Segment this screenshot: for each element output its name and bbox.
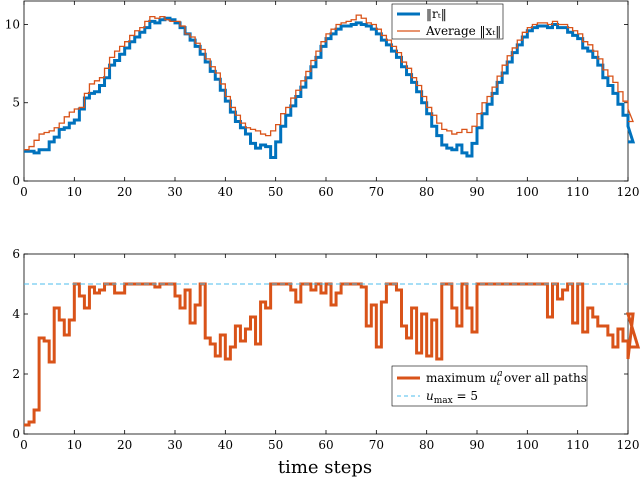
bottom-ytick-label: 6 [12, 247, 20, 261]
bottom-xtick-label: 120 [617, 438, 640, 452]
bottom-xtick-label: 30 [167, 438, 182, 452]
legend-label-max-u: maximum ua t over all paths [426, 369, 587, 388]
bottom-chart-panel: 0 10 20 30 40 50 60 70 80 90 100 110 120 0 2 4 6 maximum… [12, 247, 641, 478]
top-legend: ‖rₜ‖ Average ‖xₜ‖ [391, 3, 504, 40]
top-xtick-label: 120 [617, 185, 640, 199]
x-axis-label: time steps [278, 457, 372, 478]
bottom-legend-box [391, 365, 588, 407]
bottom-xtick-label: 70 [369, 438, 384, 452]
legend-label-r: ‖rₜ‖ [426, 7, 447, 21]
top-xtick-label: 70 [369, 185, 384, 199]
legend-label-x: Average ‖xₜ‖ [425, 24, 501, 38]
top-xtick-label: 90 [469, 185, 484, 199]
top-xtick-label: 110 [566, 185, 589, 199]
bottom-xtick-label: 50 [268, 438, 283, 452]
top-xtick-label: 80 [419, 185, 434, 199]
top-series-line-0 [24, 16, 636, 160]
top-xtick-label: 50 [268, 185, 283, 199]
bottom-xtick-label: 0 [20, 438, 28, 452]
bottom-xtick-label: 110 [566, 438, 589, 452]
bottom-xtick-label: 100 [516, 438, 539, 452]
top-series-line-1 [24, 14, 634, 151]
bottom-xtick-label: 60 [318, 438, 333, 452]
bottom-ytick-label: 0 [12, 427, 20, 441]
top-ytick-label: 5 [12, 96, 20, 110]
top-axis-ticks: 0 10 20 30 40 50 60 70 80 90 100 110 120 0 5 10 [5, 1, 640, 199]
top-ytick-label: 10 [5, 17, 20, 31]
top-xtick-label: 60 [318, 185, 333, 199]
top-xtick-label: 30 [167, 185, 182, 199]
top-xtick-label: 20 [117, 185, 132, 199]
bottom-xtick-label: 90 [469, 438, 484, 452]
bottom-series-line-0 [24, 282, 641, 427]
top-xtick-label: 40 [218, 185, 233, 199]
top-xtick-label: 100 [516, 185, 539, 199]
top-legend-box [391, 3, 504, 40]
top-ytick-label: 0 [12, 174, 20, 188]
bottom-ytick-label: 4 [12, 307, 20, 321]
top-xtick-label: 0 [20, 185, 28, 199]
bottom-series-group [24, 282, 641, 427]
bottom-plot-frame [23, 253, 629, 435]
bottom-xtick-label: 80 [419, 438, 434, 452]
bottom-xtick-label: 10 [67, 438, 82, 452]
bottom-xtick-label: 40 [218, 438, 233, 452]
legend-label-umax: umax = 5 [426, 389, 478, 406]
bottom-ytick-label: 2 [12, 367, 20, 381]
top-series-group [24, 14, 636, 160]
bottom-xtick-label: 20 [117, 438, 132, 452]
bottom-legend: maximum ua t over all paths umax = 5 [391, 365, 588, 407]
bottom-axis-ticks: 0 10 20 30 40 50 60 70 80 90 100 110 120 0 2 4 6 [12, 247, 639, 452]
top-xtick-label: 10 [67, 185, 82, 199]
top-chart-panel: 0 10 20 30 40 50 60 70 80 90 100 110 120 0 5 10 ‖rₜ‖ Av… [5, 0, 640, 199]
